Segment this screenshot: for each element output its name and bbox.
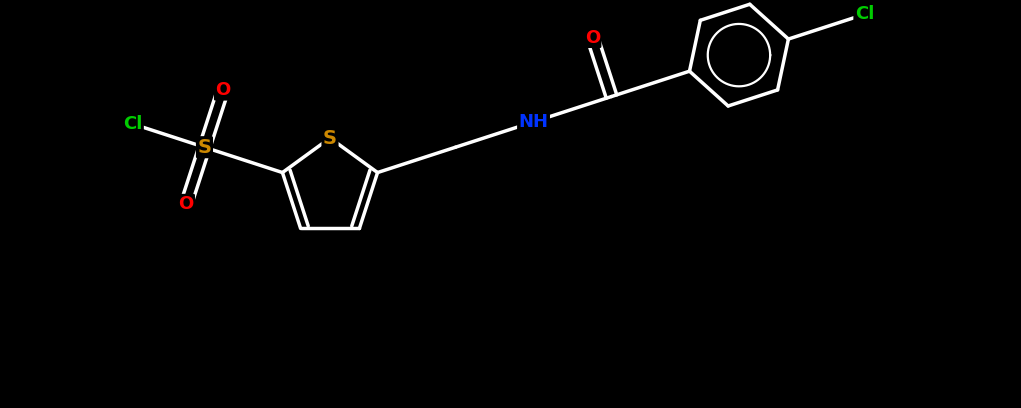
Text: Cl: Cl [123,115,142,133]
Text: NH: NH [519,113,548,131]
Text: S: S [323,129,337,148]
Text: S: S [197,138,211,157]
Text: O: O [215,81,231,99]
Text: Cl: Cl [855,5,874,23]
Text: O: O [179,195,194,213]
Text: O: O [585,29,600,47]
